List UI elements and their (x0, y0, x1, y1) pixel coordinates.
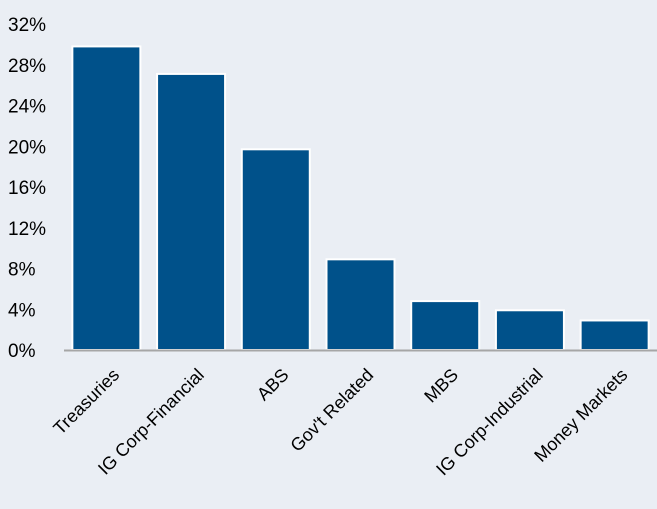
y-tick-label: 28% (8, 56, 46, 77)
x-tick-label: Treasuries (49, 365, 123, 439)
y-tick-label: 20% (8, 137, 46, 158)
bar (494, 309, 565, 351)
bar (325, 258, 396, 351)
x-tick-label: ABS (253, 365, 293, 405)
y-tick-label: 4% (8, 300, 36, 321)
bar (410, 300, 481, 352)
y-tick-label: 16% (8, 178, 46, 199)
y-tick-label: 24% (8, 97, 46, 118)
y-tick-label: 32% (8, 15, 46, 36)
y-axis: 0% 4% 8% 12% 16% 20% 24% 28% 32% (8, 15, 46, 362)
y-tick-label: 0% (8, 341, 36, 362)
bars-group (71, 45, 650, 352)
bar (71, 45, 142, 351)
bar (579, 319, 650, 351)
x-tick-label: MBS (420, 365, 462, 407)
y-tick-label: 8% (8, 260, 36, 281)
bar (240, 148, 311, 351)
bar (156, 72, 227, 351)
x-tick-label: Gov't Related (286, 365, 377, 456)
y-tick-label: 12% (8, 219, 46, 240)
